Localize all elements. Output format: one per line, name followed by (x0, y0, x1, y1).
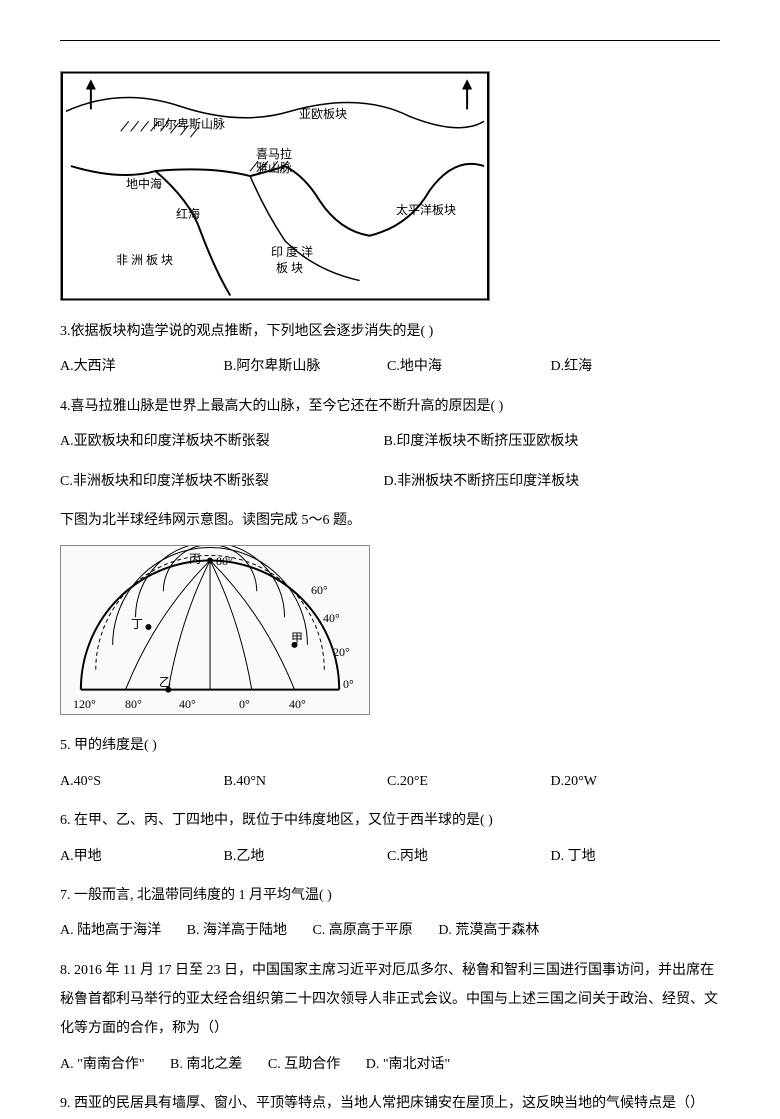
label-bing: 丙 (189, 549, 201, 571)
label-med: 地中海 (126, 174, 162, 196)
q6-stem: 6. 在甲、乙、丙、丁四地中，既位于中纬度地区，又位于西半球的是( ) (60, 806, 720, 835)
label-indian-2: 板 块 (276, 258, 303, 280)
label-yi: 乙 (159, 672, 171, 694)
q5-opt-b: B.40°N (224, 767, 384, 796)
q3-options: A.大西洋 B.阿尔卑斯山脉 C.地中海 D.红海 (60, 352, 720, 381)
q3-opt-d: D.红海 (551, 352, 711, 381)
label-pacific: 太平洋板块 (396, 200, 456, 222)
q7-opt-b: B. 海洋高于陆地 (187, 916, 287, 945)
q6-options: A.甲地 B.乙地 C.丙地 D. 丁地 (60, 842, 720, 871)
q3-stem: 3.依据板块构造学说的观点推断，下列地区会逐步消失的是( ) (60, 317, 720, 346)
q8-opt-a: A. "南南合作" (60, 1050, 145, 1079)
q4-stem: 4.喜马拉雅山脉是世界上最高大的山脉，至今它还在不断升高的原因是( ) (60, 392, 720, 421)
q6-opt-b: B.乙地 (224, 842, 384, 871)
q8-options: A. "南南合作" B. 南北之差 C. 互助合作 D. "南北对话" (60, 1050, 720, 1079)
label-lon0: 0° (239, 694, 250, 715)
label-africa: 非 洲 板 块 (116, 250, 173, 272)
q5-opt-c: C.20°E (387, 767, 547, 796)
q4-opt-c: C.非洲板块和印度洋板块不断张裂 (60, 467, 380, 496)
label-ding: 丁 (131, 614, 143, 636)
intro-5-6: 下图为北半球经纬网示意图。读图完成 5～6 题。 (60, 506, 720, 535)
label-lat60: 60° (311, 580, 328, 602)
q9-stem: 9. 西亚的民居具有墙厚、窗小、平顶等特点，当地人常把床铺安在屋顶上，这反映当地… (60, 1089, 720, 1118)
q3-opt-a: A.大西洋 (60, 352, 220, 381)
q7-opt-a: A. 陆地高于海洋 (60, 916, 161, 945)
q4-options-1: A.亚欧板块和印度洋板块不断张裂 B.印度洋板块不断挤压亚欧板块 (60, 427, 720, 456)
q5-options: A.40°S B.40°N C.20°E D.20°W (60, 767, 720, 796)
q3-opt-b: B.阿尔卑斯山脉 (224, 352, 384, 381)
label-lon40: 40° (179, 694, 196, 715)
q8-opt-d: D. "南北对话" (366, 1050, 451, 1079)
label-redsea: 红海 (176, 204, 200, 226)
label-alps: 阿尔卑斯山脉 (153, 114, 225, 136)
label-lon40e: 40° (289, 694, 306, 715)
label-himalaya-2: 雅山脉 (256, 158, 292, 180)
label-lat80: 80° (216, 551, 233, 573)
q4-opt-a: A.亚欧板块和印度洋板块不断张裂 (60, 427, 380, 456)
label-lon80: 80° (125, 694, 142, 715)
label-lon120: 120° (73, 694, 96, 715)
q5-opt-d: D.20°W (551, 767, 711, 796)
q4-opt-d: D.非洲板块不断挤压印度洋板块 (384, 467, 704, 496)
q5-stem: 5. 甲的纬度是( ) (60, 731, 720, 760)
q6-opt-d: D. 丁地 (551, 842, 711, 871)
q7-stem: 7. 一般而言, 北温带同纬度的 1 月平均气温( ) (60, 881, 720, 910)
graticule-image: 丙 丁 乙 甲 80° 60° 40° 20° 0° 120° 80° 40° … (60, 545, 370, 715)
q5-opt-a: A.40°S (60, 767, 220, 796)
q4-options-2: C.非洲板块和印度洋板块不断张裂 D.非洲板块不断挤压印度洋板块 (60, 467, 720, 496)
label-lat0: 0° (343, 674, 354, 696)
label-lat40: 40° (323, 608, 340, 630)
label-jia: 甲 (291, 628, 303, 650)
q8-opt-b: B. 南北之差 (170, 1050, 242, 1079)
q6-opt-a: A.甲地 (60, 842, 220, 871)
top-rule (60, 40, 720, 41)
q6-opt-c: C.丙地 (387, 842, 547, 871)
q8-opt-c: C. 互助合作 (268, 1050, 340, 1079)
q7-opt-c: C. 高原高于平原 (312, 916, 412, 945)
q3-opt-c: C.地中海 (387, 352, 547, 381)
q7-opt-d: D. 荒漠高于森林 (438, 916, 539, 945)
q8-stem: 8. 2016 年 11 月 17 日至 23 日，中国国家主席习近平对厄瓜多尔… (60, 956, 720, 1044)
label-eurasia: 亚欧板块 (299, 104, 347, 126)
q7-options: A. 陆地高于海洋 B. 海洋高于陆地 C. 高原高于平原 D. 荒漠高于森林 (60, 916, 720, 945)
plate-map-image: 阿尔卑斯山脉 亚欧板块 喜马拉 雅山脉 地中海 红海 太平洋板块 非 洲 板 块… (60, 71, 490, 301)
label-lat20: 20° (333, 642, 350, 664)
q4-opt-b: B.印度洋板块不断挤压亚欧板块 (384, 427, 704, 456)
graticule-svg (61, 545, 369, 715)
